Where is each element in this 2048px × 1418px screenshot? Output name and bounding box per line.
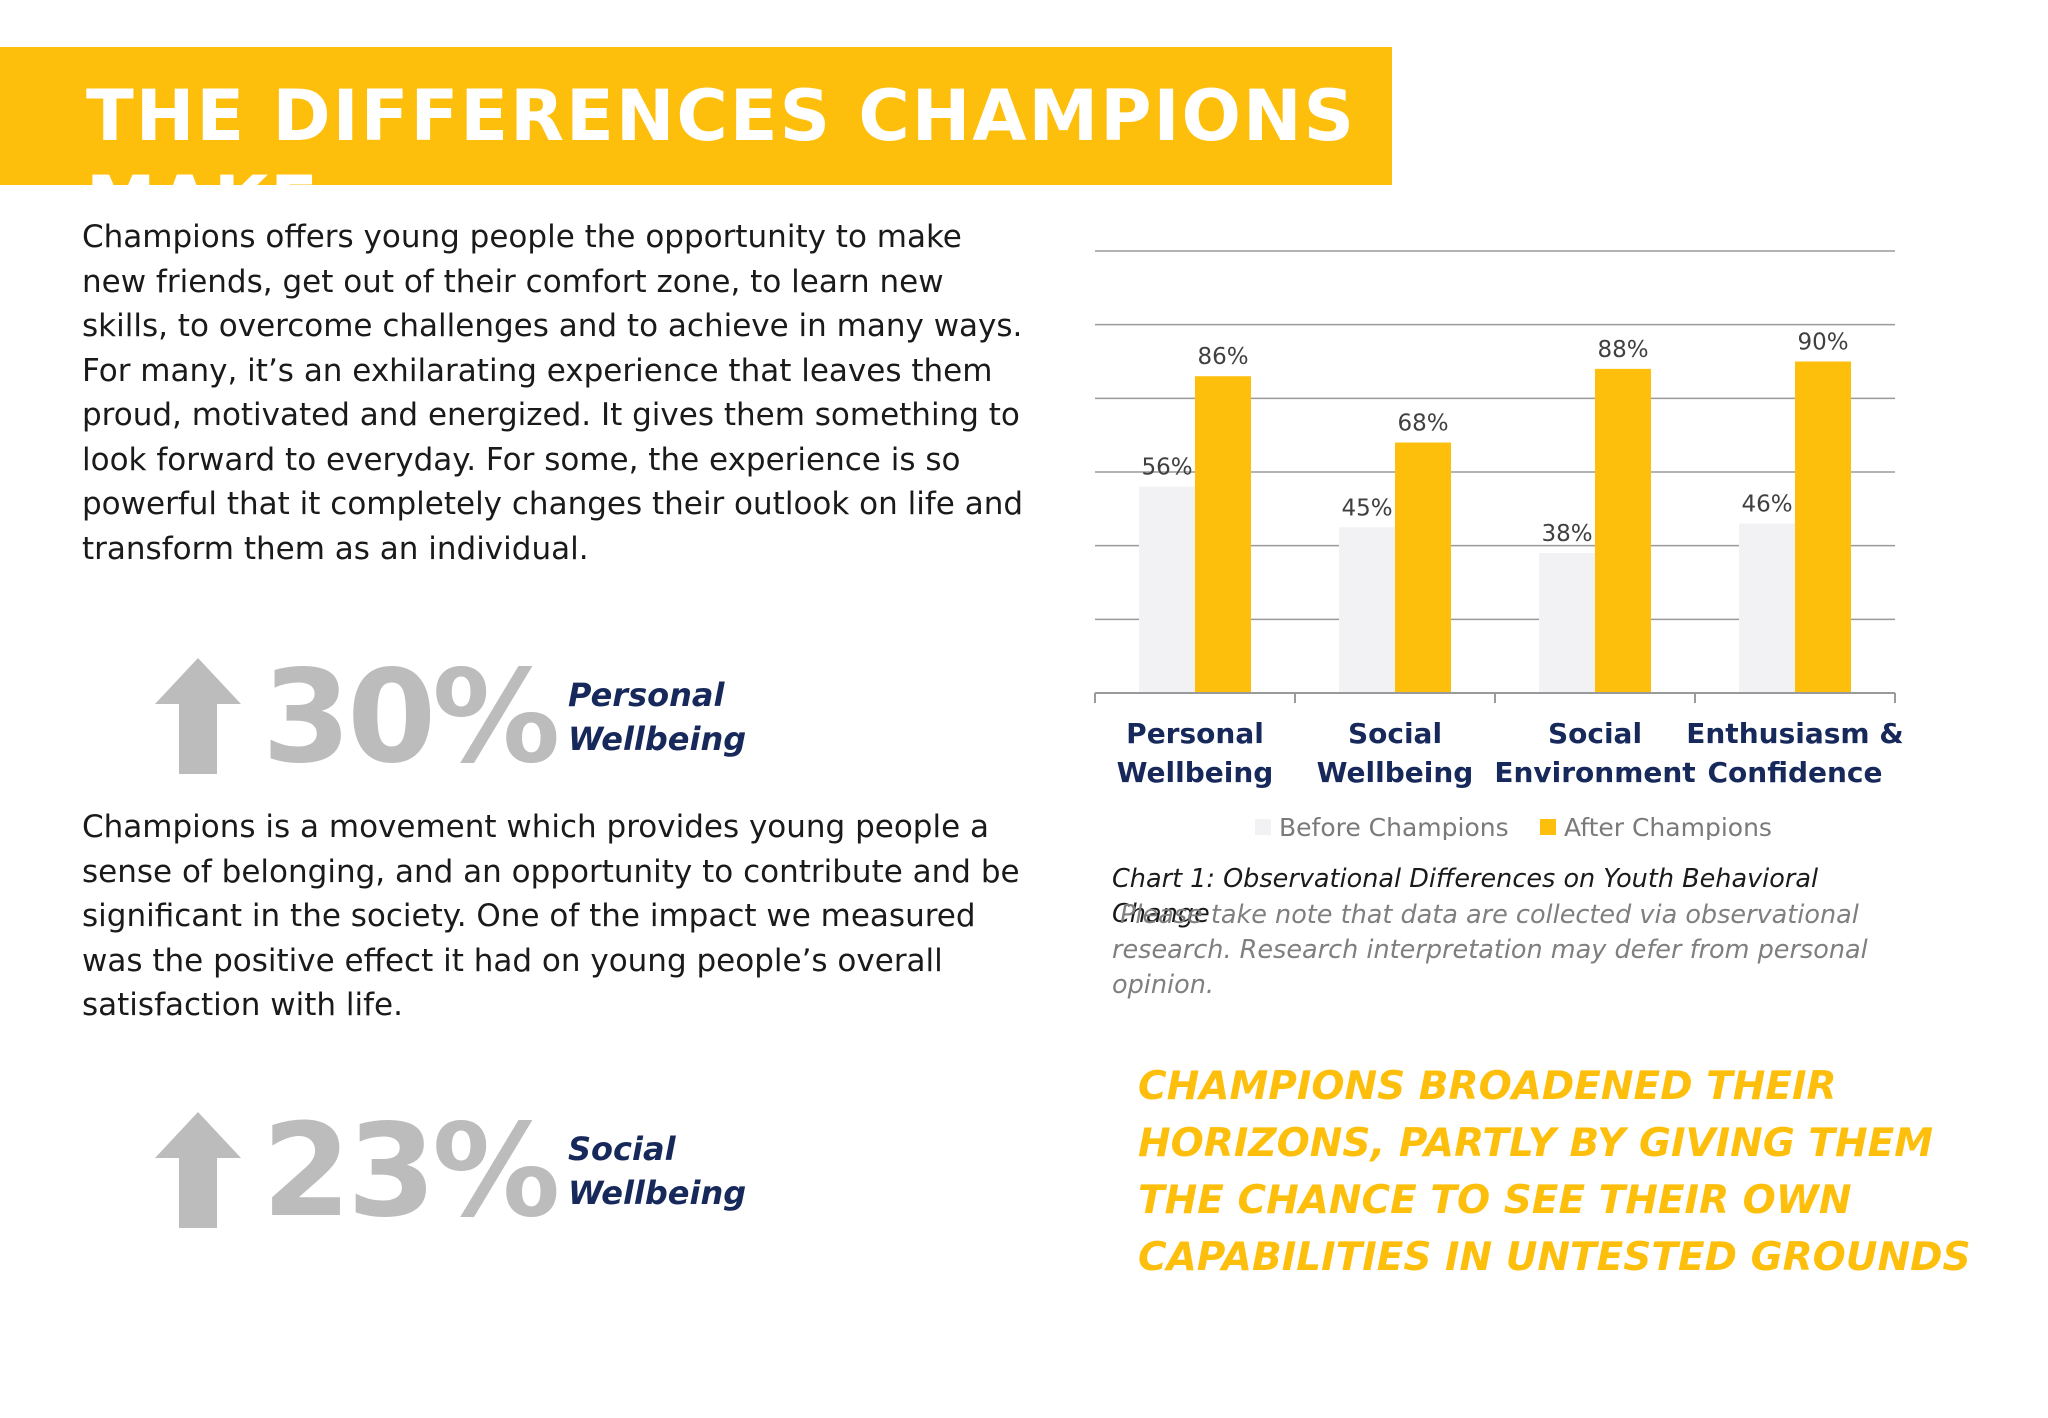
legend-swatch	[1540, 819, 1556, 835]
bar	[1595, 368, 1651, 693]
x-tick-label: Enthusiasm &	[1686, 717, 1903, 750]
movement-paragraph: Champions is a movement which provides y…	[82, 809, 1020, 1023]
bar-chart-svg: 56% 45% 38% 46% 86% 68% 88% 90% Personal Wellbein…	[1094, 250, 1904, 842]
legend-label: Before Champions	[1279, 813, 1509, 840]
callout-text: CHAMPIONS BROADENED THEIR HORIZONS, PART…	[1138, 1064, 1971, 1280]
legend-label: After Champions	[1564, 813, 1772, 840]
bar	[1539, 553, 1595, 693]
stat-label-personal-line2: Wellbeing	[568, 720, 747, 758]
stat-value-personal: 30%	[262, 643, 560, 792]
chart-caption: Chart 1: Observational Differences on Yo…	[1112, 864, 1819, 929]
data-label: 46%	[1741, 492, 1792, 518]
bar	[1339, 527, 1395, 693]
x-tick-label: Wellbeing	[1317, 756, 1474, 789]
bar	[1395, 442, 1451, 693]
x-tick-label: Personal	[1126, 717, 1264, 750]
data-label: 38%	[1541, 521, 1592, 547]
data-label: 86%	[1197, 344, 1248, 370]
up-arrow-icon	[155, 1112, 241, 1228]
up-arrow-icon	[155, 658, 241, 774]
chart-note: Please take note that data are collected…	[1112, 900, 1868, 1000]
bar	[1795, 361, 1851, 693]
stat-value-social: 23%	[262, 1097, 560, 1246]
x-tick-label: Environment	[1494, 756, 1695, 789]
stat-label-social-line2: Wellbeing	[568, 1174, 747, 1212]
data-label: 68%	[1397, 411, 1448, 437]
x-tick-label: Social	[1548, 717, 1642, 750]
data-label: 56%	[1141, 455, 1192, 481]
stat-label-social: Social Wellbeing	[568, 1127, 746, 1215]
data-label: 88%	[1597, 337, 1648, 363]
bar	[1195, 376, 1251, 693]
bar	[1739, 523, 1795, 693]
bar-chart: 56% 45% 38% 46% 86% 68% 88% 90% Personal Wellbein…	[1080, 240, 1960, 842]
x-tick-label: Confidence	[1707, 756, 1882, 789]
stat-label-social-line1: Social	[568, 1130, 676, 1168]
stat-label-personal-line1: Personal	[568, 676, 725, 714]
intro-paragraph: Champions offers young people the opport…	[82, 219, 1024, 567]
x-tick-label: Wellbeing	[1117, 756, 1274, 789]
data-label: 90%	[1797, 330, 1848, 356]
bar	[1139, 486, 1195, 693]
data-label: 45%	[1341, 495, 1392, 521]
x-tick-label: Social	[1348, 717, 1442, 750]
stat-label-personal: Personal Wellbeing	[568, 673, 746, 761]
page-title: THE DIFFERENCES CHAMPIONS MAKE	[86, 75, 1357, 243]
legend-swatch	[1255, 819, 1271, 835]
title-banner: THE DIFFERENCES CHAMPIONS MAKE	[0, 47, 1392, 243]
